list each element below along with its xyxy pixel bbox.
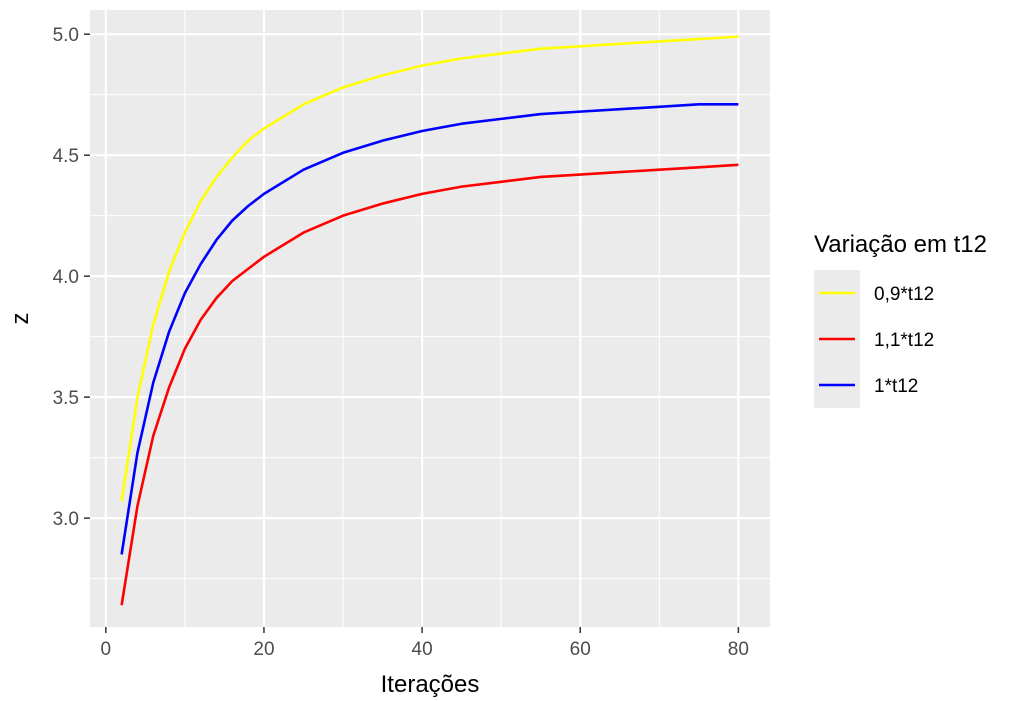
y-axis: 3.0 3.5 4.0 4.5 5.0 [53, 25, 90, 530]
legend-item-label: 1,1*t12 [874, 330, 934, 351]
x-tick-label: 20 [253, 639, 274, 660]
series-line-1 [120, 35, 739, 502]
x-axis-title: Iterações [381, 671, 480, 698]
legend-item-label: 1*t12 [874, 376, 918, 397]
plot-panel [90, 10, 770, 627]
y-axis-title: z [7, 313, 34, 325]
x-tick-label: 80 [728, 639, 749, 660]
y-tick-label: 4.0 [53, 267, 79, 288]
x-axis: 0 20 40 60 80 [101, 627, 749, 660]
legend-item-label: 0,9*t12 [874, 284, 934, 305]
y-tick-label: 5.0 [53, 25, 79, 46]
y-tick-label: 3.5 [53, 388, 79, 409]
x-tick-label: 40 [412, 639, 433, 660]
x-tick-label: 0 [101, 639, 112, 660]
minor-gridlines [90, 10, 770, 627]
series-line-3 [120, 103, 739, 555]
legend-title: Variação em t12 [814, 231, 987, 258]
legend: Variação em t12 0,9*t12 1,1*t12 1*t12 [814, 231, 987, 408]
legend-items: 0,9*t12 1,1*t12 1*t12 [814, 270, 934, 408]
major-gridlines [90, 10, 770, 627]
y-tick-label: 4.5 [53, 146, 79, 167]
series-line-2 [120, 163, 739, 606]
series-lines [120, 35, 739, 606]
x-tick-label: 60 [570, 639, 591, 660]
y-tick-label: 3.0 [53, 509, 79, 530]
